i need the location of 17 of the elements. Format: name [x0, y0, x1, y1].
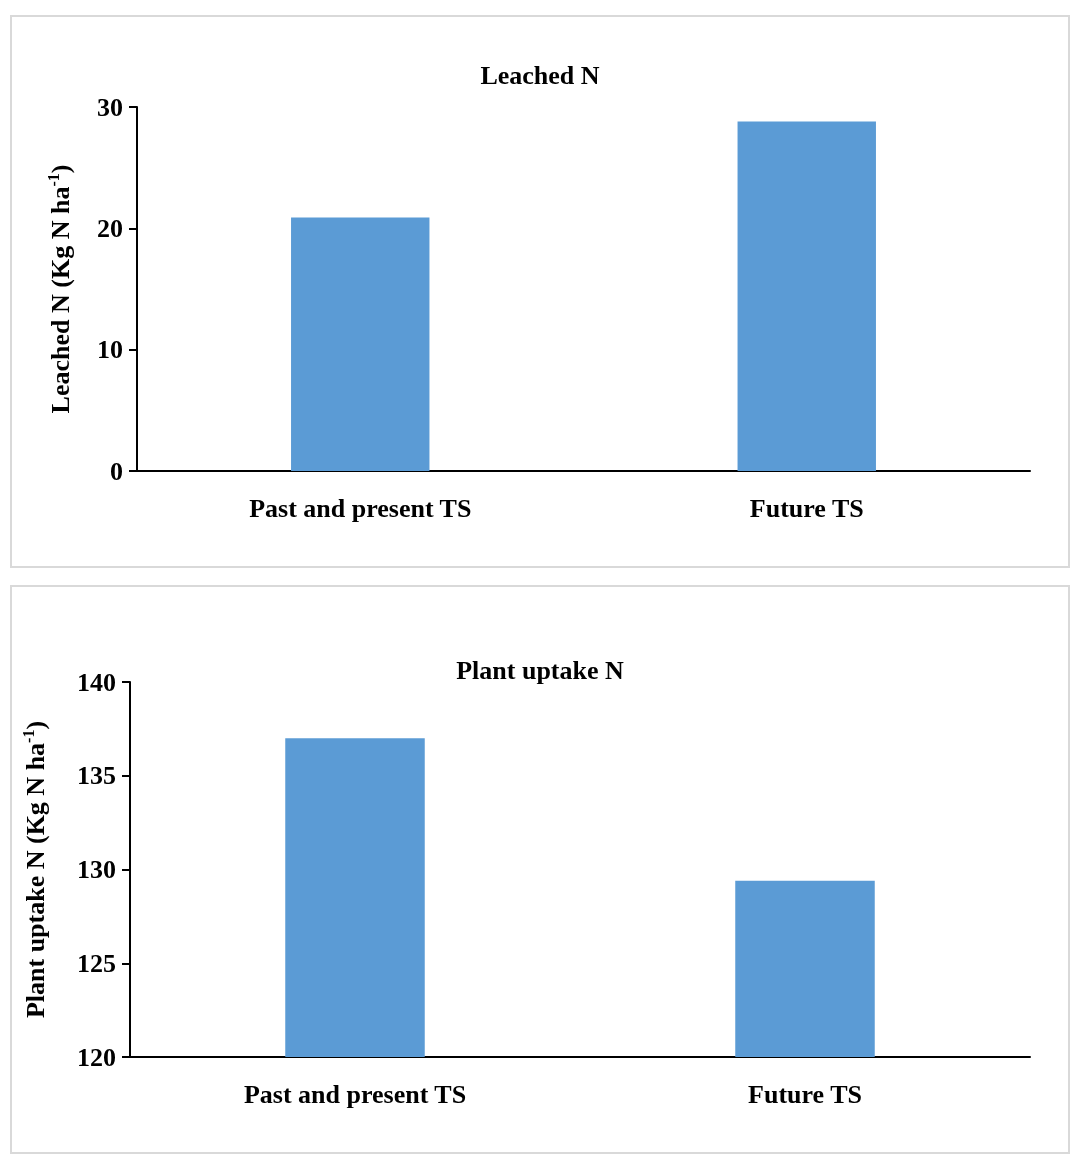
chart-title: Plant uptake N	[456, 655, 625, 685]
y-axis-title: Plant uptake N (Kg N ha-1)	[19, 720, 50, 1019]
y-tick-label: 140	[77, 667, 116, 697]
chart-title: Leached N	[480, 60, 600, 90]
x-tick-label: Past and present TS	[243, 1079, 467, 1109]
y-axis-title: Leached N (Kg N ha-1)	[44, 164, 75, 414]
y-tick-label: 130	[77, 855, 116, 884]
y-tick-label: 10	[97, 335, 123, 365]
y-tick-label: 30	[97, 92, 123, 122]
x-tick-label: Future TS	[749, 493, 864, 523]
x-tick-label: Future TS	[748, 1079, 862, 1109]
y-tick-label: 0	[110, 456, 123, 486]
x-tick-label: Past and present TS	[249, 493, 472, 523]
y-tick-label: 125	[77, 948, 116, 978]
y-tick-label: 135	[77, 761, 116, 791]
y-tick-label: 120	[77, 1042, 116, 1072]
y-tick-label: 20	[97, 213, 123, 243]
